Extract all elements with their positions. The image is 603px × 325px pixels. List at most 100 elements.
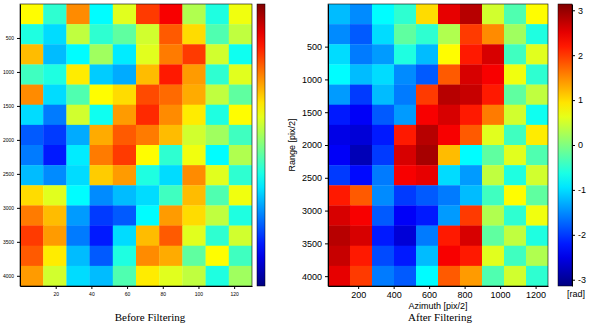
heatmap-cells bbox=[328, 4, 548, 286]
tick-mark bbox=[572, 55, 575, 56]
heatmap-cell bbox=[504, 125, 526, 145]
tick: 20 bbox=[53, 286, 59, 297]
heatmap-cell bbox=[460, 266, 482, 286]
tick-mark bbox=[17, 242, 20, 243]
tick: 2500 bbox=[302, 173, 328, 183]
y-axis: 5001000150020002500300035004000 bbox=[3, 5, 21, 287]
heatmap-cell bbox=[182, 165, 206, 185]
heatmap-cell bbox=[90, 105, 114, 125]
heatmap-cell bbox=[229, 64, 252, 84]
tick-mark bbox=[325, 211, 328, 212]
heatmap-cell bbox=[159, 44, 183, 64]
heatmap-cell bbox=[206, 205, 230, 225]
heatmap-cell bbox=[482, 85, 504, 105]
heatmap-cell bbox=[328, 44, 350, 64]
heatmap-cell bbox=[438, 165, 460, 185]
heatmap-cell bbox=[350, 125, 372, 145]
heatmap-cell bbox=[229, 226, 252, 246]
heatmap-cell bbox=[182, 145, 206, 165]
heatmap-cell bbox=[394, 64, 416, 84]
heatmap-cell bbox=[229, 105, 252, 125]
heatmap-cell bbox=[372, 105, 394, 125]
tick-label: 3500 bbox=[3, 239, 14, 245]
tick: -1 bbox=[572, 185, 586, 195]
heatmap-cell bbox=[206, 165, 230, 185]
heatmap-cell bbox=[526, 4, 548, 24]
tick: -3 bbox=[572, 275, 586, 285]
tick-label: 2500 bbox=[3, 171, 14, 177]
heatmap-cell bbox=[526, 246, 548, 266]
tick: 3000 bbox=[302, 206, 328, 216]
heatmap-cell bbox=[206, 4, 230, 24]
heatmap-cell bbox=[504, 205, 526, 225]
tick-mark bbox=[325, 112, 328, 113]
tick-mark bbox=[536, 286, 537, 289]
heatmap-cell bbox=[159, 266, 183, 286]
heatmap-cell bbox=[229, 4, 252, 24]
heatmap-cell bbox=[182, 64, 206, 84]
caption: After Filtering bbox=[408, 311, 472, 323]
heatmap-cell bbox=[416, 125, 438, 145]
tick-mark bbox=[127, 286, 128, 289]
heatmap-cell bbox=[526, 64, 548, 84]
heatmap-cell bbox=[328, 64, 350, 84]
tick-mark bbox=[91, 286, 92, 289]
tick: 120 bbox=[230, 286, 239, 297]
tick: 60 bbox=[125, 286, 131, 297]
tick-mark bbox=[234, 286, 235, 289]
axis-line bbox=[20, 5, 21, 287]
heatmap-cell bbox=[159, 4, 183, 24]
heatmap-cell bbox=[372, 24, 394, 44]
tick: 80 bbox=[160, 286, 166, 297]
heatmap-cell bbox=[394, 4, 416, 24]
heatmap-cell bbox=[136, 85, 160, 105]
heatmap-cell bbox=[526, 44, 548, 64]
heatmap-cell bbox=[159, 246, 183, 266]
axis-line bbox=[329, 286, 549, 287]
heatmap-cell bbox=[350, 64, 372, 84]
heatmap-cell bbox=[20, 24, 44, 44]
heatmap-cell bbox=[416, 226, 438, 246]
heatmap-cell bbox=[438, 85, 460, 105]
heatmap-cell bbox=[394, 226, 416, 246]
heatmap-cell bbox=[20, 185, 44, 205]
heatmap-cell bbox=[113, 165, 137, 185]
heatmap-cell bbox=[460, 246, 482, 266]
tick-label: 1000 bbox=[3, 69, 14, 75]
heatmap-cell bbox=[43, 24, 66, 44]
heatmap-cell bbox=[66, 4, 90, 24]
heatmap-cell bbox=[416, 24, 438, 44]
heatmap-cell bbox=[504, 145, 526, 165]
heatmap-cell bbox=[526, 226, 548, 246]
tick-label: 2000 bbox=[302, 140, 322, 150]
tick-mark bbox=[325, 243, 328, 244]
heatmap-cell bbox=[159, 125, 183, 145]
heatmap-cell bbox=[136, 226, 160, 246]
heatmap-cell bbox=[504, 185, 526, 205]
heatmap-cell bbox=[20, 125, 44, 145]
heatmap-cell bbox=[526, 165, 548, 185]
tick-label: 1500 bbox=[302, 108, 322, 118]
heatmap-cell bbox=[372, 246, 394, 266]
heatmap-cell bbox=[206, 24, 230, 44]
tick-label: 3500 bbox=[302, 239, 322, 249]
heatmap-cell bbox=[113, 205, 137, 225]
heatmap-cell bbox=[159, 64, 183, 84]
heatmap-cell bbox=[43, 165, 66, 185]
tick-label: 3000 bbox=[302, 206, 322, 216]
heatmap-cell bbox=[504, 4, 526, 24]
heatmap-cell bbox=[460, 64, 482, 84]
heatmap-cell bbox=[66, 24, 90, 44]
heatmap-cell bbox=[438, 4, 460, 24]
tick-label: 1 bbox=[578, 95, 583, 105]
heatmap-cell bbox=[438, 246, 460, 266]
heatmap-cell bbox=[328, 246, 350, 266]
heatmap-cell bbox=[394, 24, 416, 44]
tick-label: 500 bbox=[307, 42, 322, 52]
x-axis: 20406080100120 bbox=[21, 286, 253, 297]
tick-label: -1 bbox=[578, 185, 586, 195]
heatmap-cell bbox=[416, 205, 438, 225]
tick-mark bbox=[17, 140, 20, 141]
heatmap-cell bbox=[20, 64, 44, 84]
heatmap-cell bbox=[20, 105, 44, 125]
